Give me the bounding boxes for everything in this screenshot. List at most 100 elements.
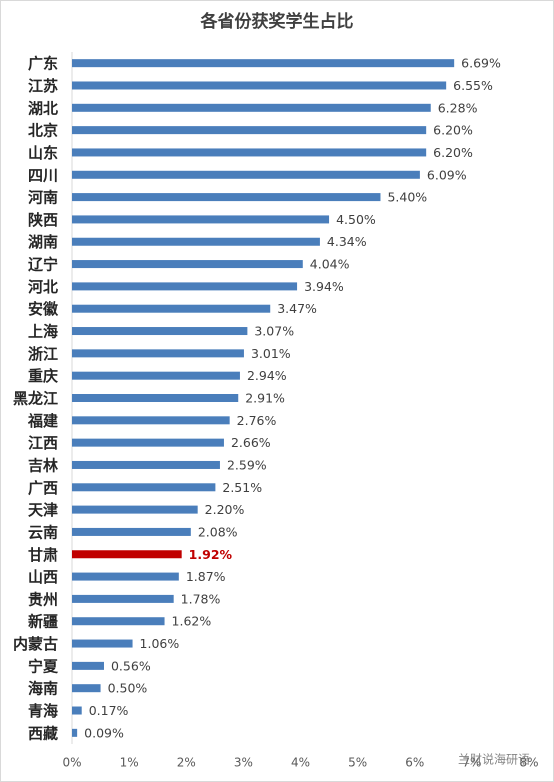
y-tick-label: 黑龙江 xyxy=(13,390,58,408)
bar xyxy=(72,505,198,514)
data-label: 4.50% xyxy=(336,212,376,227)
bar xyxy=(72,416,230,425)
data-label: 1.06% xyxy=(140,636,180,651)
bar xyxy=(72,215,330,224)
bar xyxy=(72,282,298,291)
bar xyxy=(72,527,191,536)
data-label: 6.09% xyxy=(427,167,467,182)
bar xyxy=(72,349,244,358)
y-tick-label: 西藏 xyxy=(28,724,58,742)
data-label: 1.62% xyxy=(172,614,212,629)
x-tick-label: 0% xyxy=(62,756,81,770)
y-tick-label: 内蒙古 xyxy=(13,635,58,653)
chart-title: 各省份获奖学生占比 xyxy=(200,11,354,32)
data-label: 3.07% xyxy=(254,324,294,339)
y-tick-label: 宁夏 xyxy=(28,657,59,675)
y-tick-label: 湖南 xyxy=(28,233,58,251)
bar xyxy=(72,639,133,648)
data-label: 2.94% xyxy=(247,368,287,383)
bar xyxy=(72,394,239,402)
bar xyxy=(72,460,220,469)
bar xyxy=(72,260,303,269)
data-label: 1.78% xyxy=(181,591,221,606)
data-label: 2.91% xyxy=(245,391,285,406)
y-tick-label: 山西 xyxy=(28,568,58,586)
watermark: 兰财说海研语 xyxy=(458,752,530,767)
y-tick-label: 山东 xyxy=(28,144,58,162)
bar xyxy=(72,193,381,202)
data-label: 2.59% xyxy=(227,457,267,472)
bar xyxy=(72,126,427,135)
bar xyxy=(72,483,216,492)
bar xyxy=(72,661,104,670)
y-tick-label: 江西 xyxy=(28,434,58,452)
x-tick-label: 1% xyxy=(120,756,139,770)
y-tick-label: 甘肃 xyxy=(28,546,58,564)
y-tick-label: 广西 xyxy=(28,479,58,497)
x-tick-label: 7% xyxy=(462,756,481,770)
x-tick-label: 2% xyxy=(177,756,196,770)
data-label: 2.66% xyxy=(231,435,271,450)
data-label: 0.17% xyxy=(89,703,129,718)
data-label: 5.40% xyxy=(387,190,427,205)
y-tick-label: 湖北 xyxy=(28,99,58,117)
bar xyxy=(72,148,427,157)
y-tick-label: 福建 xyxy=(27,412,59,430)
y-tick-label: 吉林 xyxy=(28,456,59,474)
bar xyxy=(72,81,447,90)
y-tick-label: 上海 xyxy=(28,323,58,341)
data-label: 6.69% xyxy=(461,56,501,71)
bar xyxy=(72,706,82,715)
y-tick-label: 河南 xyxy=(28,189,58,207)
x-tick-label: 4% xyxy=(291,756,310,770)
y-tick-label: 云南 xyxy=(28,523,58,541)
y-tick-label: 安徽 xyxy=(28,300,59,318)
data-label: 6.28% xyxy=(438,100,478,115)
y-tick-label: 四川 xyxy=(28,166,58,184)
y-tick-label: 重庆 xyxy=(28,367,58,385)
data-label: 2.76% xyxy=(237,413,277,428)
data-label: 0.56% xyxy=(111,658,151,673)
bar xyxy=(72,304,271,313)
data-label: 6.55% xyxy=(453,78,493,93)
y-tick-label: 天津 xyxy=(28,501,58,519)
data-label: 1.87% xyxy=(186,569,226,584)
data-label: 4.34% xyxy=(327,234,367,249)
y-tick-label: 江苏 xyxy=(28,77,58,95)
bar xyxy=(72,438,224,447)
bar xyxy=(72,550,182,559)
bar xyxy=(72,572,179,581)
x-tick-label: 5% xyxy=(348,756,367,770)
data-label: 3.94% xyxy=(304,279,344,294)
y-tick-label: 辽宁 xyxy=(28,256,58,274)
y-tick-label: 海南 xyxy=(28,680,58,698)
data-label: 2.51% xyxy=(222,480,262,495)
data-label: 3.47% xyxy=(277,301,317,316)
x-tick-label: 6% xyxy=(405,756,424,770)
data-label: 0.09% xyxy=(84,725,124,740)
y-tick-label: 青海 xyxy=(28,702,58,720)
x-tick-label: 3% xyxy=(234,756,253,770)
bar xyxy=(72,103,431,112)
bar xyxy=(72,728,78,737)
bar xyxy=(72,327,248,336)
x-tick-label: 8% xyxy=(519,756,538,770)
data-label: 4.04% xyxy=(310,257,350,272)
bar xyxy=(72,684,101,693)
data-label: 0.50% xyxy=(108,681,148,696)
data-label: 2.08% xyxy=(198,524,238,539)
data-label: 2.20% xyxy=(205,502,245,517)
bar xyxy=(72,617,165,626)
bar xyxy=(72,59,455,68)
y-tick-label: 广东 xyxy=(28,55,58,73)
data-label: 6.20% xyxy=(433,123,473,138)
data-label: 1.92% xyxy=(189,547,233,562)
bar xyxy=(72,371,240,380)
bar xyxy=(72,594,174,603)
y-tick-label: 北京 xyxy=(28,122,58,140)
bar xyxy=(72,237,320,246)
y-tick-label: 浙江 xyxy=(28,345,58,363)
bar xyxy=(72,170,420,179)
data-label: 3.01% xyxy=(251,346,291,361)
